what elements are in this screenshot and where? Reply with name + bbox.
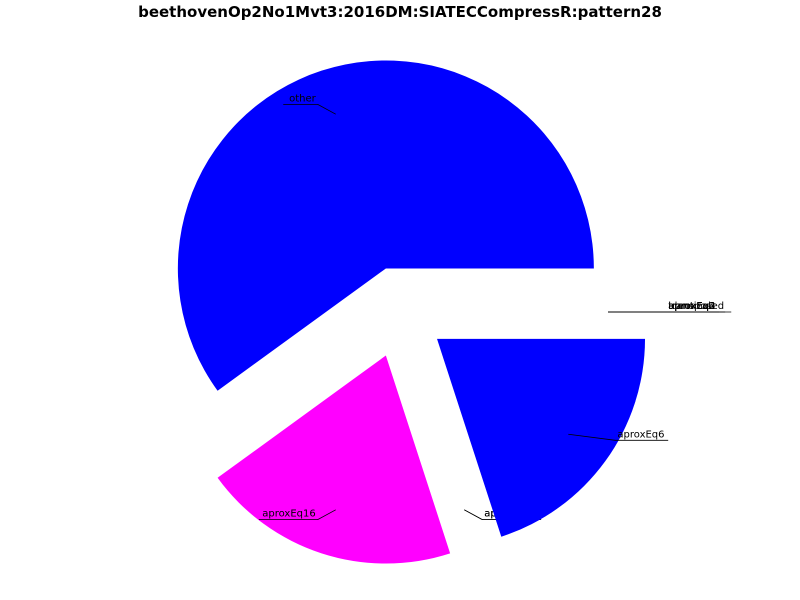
slice-label-aproxEq16: aproxEq16 xyxy=(262,509,316,520)
pie-slice-aproxEq6 xyxy=(437,338,646,537)
label-leader-other xyxy=(283,103,336,115)
slice-label-aproxEq2: aproxEq2 xyxy=(668,301,715,312)
label-leader-aproxEq16 xyxy=(258,509,336,521)
slice-label-aproxEq6: aproxEq6 xyxy=(617,429,664,440)
pie-slice-aproxEq16 xyxy=(217,355,451,564)
slice-label-aproxEq3: aproxEq3 xyxy=(668,301,715,312)
slice-label-other: other xyxy=(289,93,317,104)
label-leader-aproxEq6 xyxy=(568,433,669,441)
slice-label-aproxEq4: aproxEq4 xyxy=(668,301,715,312)
chart-title: beethovenOp2No1Mvt3:2016DM:SIATECCompres… xyxy=(138,3,662,21)
slice-label-identical: identical xyxy=(668,301,711,312)
slice-label-transposed: transposed xyxy=(668,301,724,312)
pie-slice-other xyxy=(177,60,594,391)
